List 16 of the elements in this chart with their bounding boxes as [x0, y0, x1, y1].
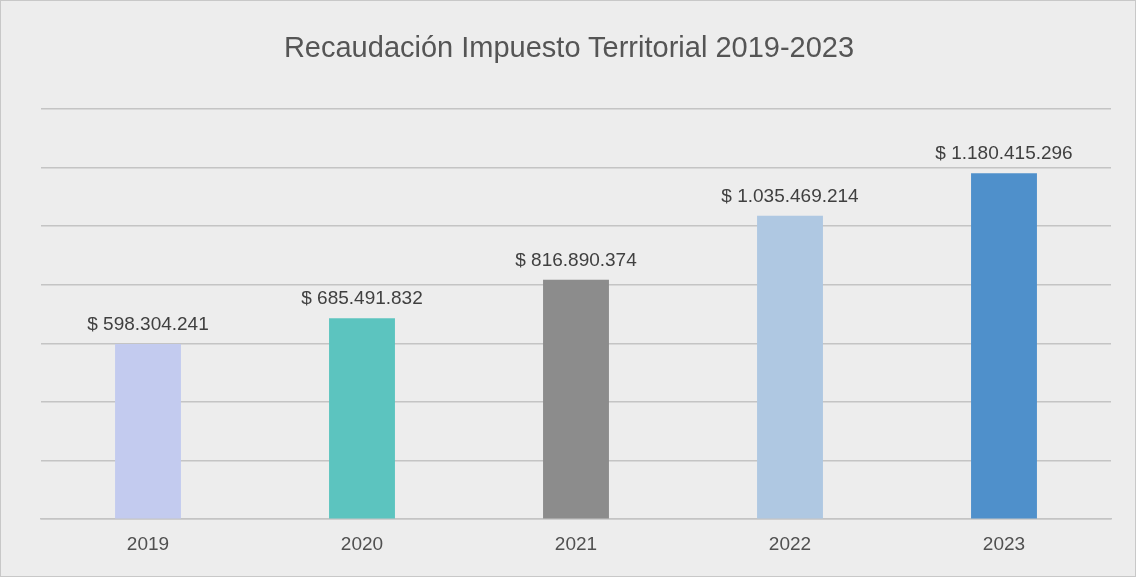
bar	[543, 279, 609, 519]
data-label: $ 816.890.374	[515, 248, 638, 270]
data-label: $ 685.491.832	[301, 287, 423, 309]
x-tick-label: 2019	[126, 532, 170, 554]
bar	[329, 318, 395, 519]
bar	[115, 343, 181, 519]
data-label: $ 598.304.241	[87, 312, 209, 334]
bar	[757, 215, 823, 519]
x-tick-label: 2020	[340, 532, 384, 554]
bar	[971, 173, 1037, 519]
data-label: $ 1.035.469.214	[721, 184, 860, 206]
x-tick-label: 2023	[982, 532, 1026, 554]
x-tick-label: 2021	[554, 532, 598, 554]
chart-title: Recaudación Impuesto Territorial 2019-2023	[282, 31, 856, 64]
x-tick-label: 2022	[768, 532, 812, 554]
data-label: $ 1.180.415.296	[935, 142, 1073, 164]
